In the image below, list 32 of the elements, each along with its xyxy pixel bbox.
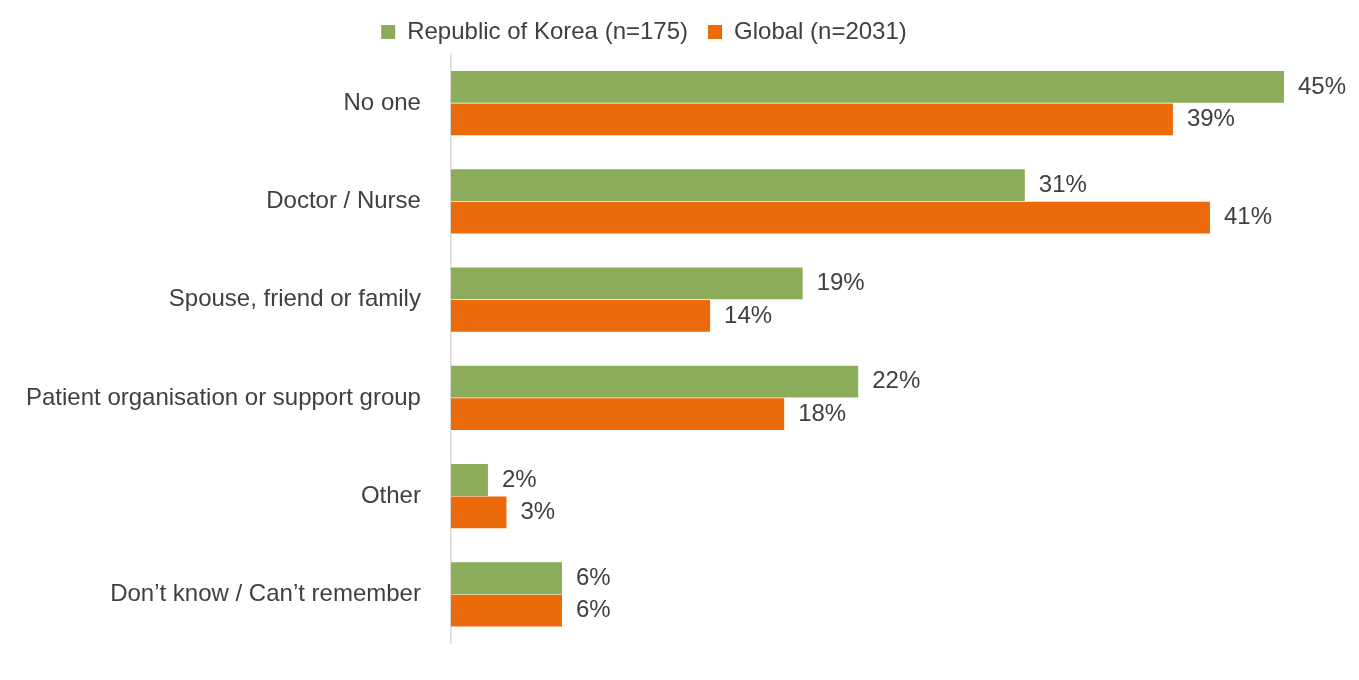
data-label: 31% [1038,169,1087,197]
y-tick-label: No one [343,87,421,115]
y-tick-label: Other [360,480,421,508]
bar [450,103,1173,136]
bar [450,594,562,627]
y-tick-label: Patient organisation or support group [26,382,421,410]
legend-label: Republic of Korea (n=175) [407,16,689,44]
data-label: 45% [1298,71,1347,99]
data-label: 41% [1223,202,1272,230]
bar [450,299,711,332]
data-label: 19% [816,268,865,296]
data-label: 2% [501,464,537,492]
data-label: 3% [520,497,556,525]
bar [450,562,562,595]
y-tick-label: Spouse, friend or family [168,284,421,312]
bar [450,398,785,431]
bar [450,365,859,398]
bar [450,464,488,496]
bar [450,267,803,300]
bar [450,496,507,529]
bar [450,71,1284,103]
bar [450,201,1210,234]
bar [450,169,1025,202]
y-tick-label: Doctor / Nurse [266,186,421,214]
legend-label: Global (n=2031) [734,16,907,44]
data-label: 18% [798,398,847,426]
data-label: 22% [872,366,921,394]
data-label: 6% [576,562,611,590]
data-label: 39% [1186,103,1235,131]
data-label: 14% [724,300,773,328]
data-label: 6% [576,595,611,623]
y-tick-label: Don’t know / Can’t remember [110,579,421,607]
